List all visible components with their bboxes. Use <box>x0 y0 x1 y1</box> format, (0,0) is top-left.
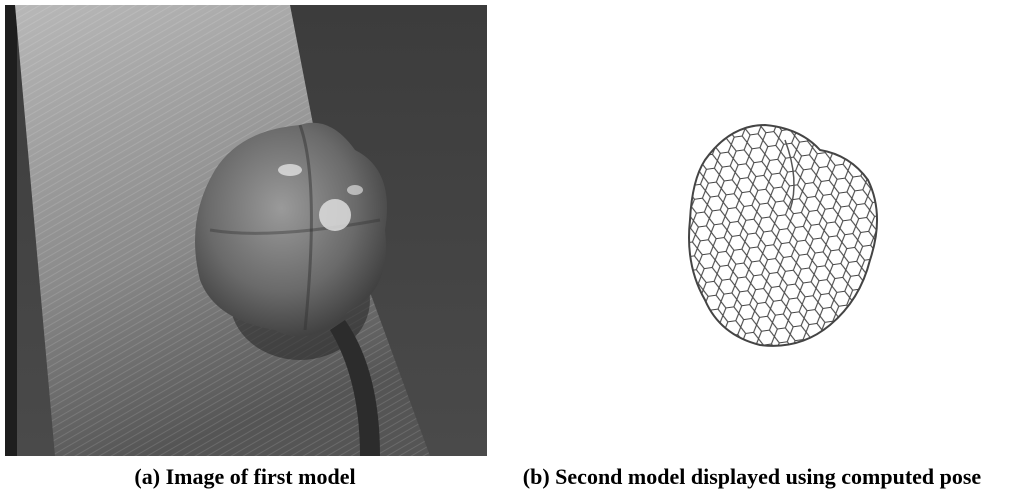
figure-art <box>5 5 878 456</box>
caption: (a) Image of first model <box>134 464 356 489</box>
photo <box>5 5 487 456</box>
mesh-model <box>688 123 878 347</box>
caption: (b) Second model displayed using compute… <box>522 464 982 489</box>
